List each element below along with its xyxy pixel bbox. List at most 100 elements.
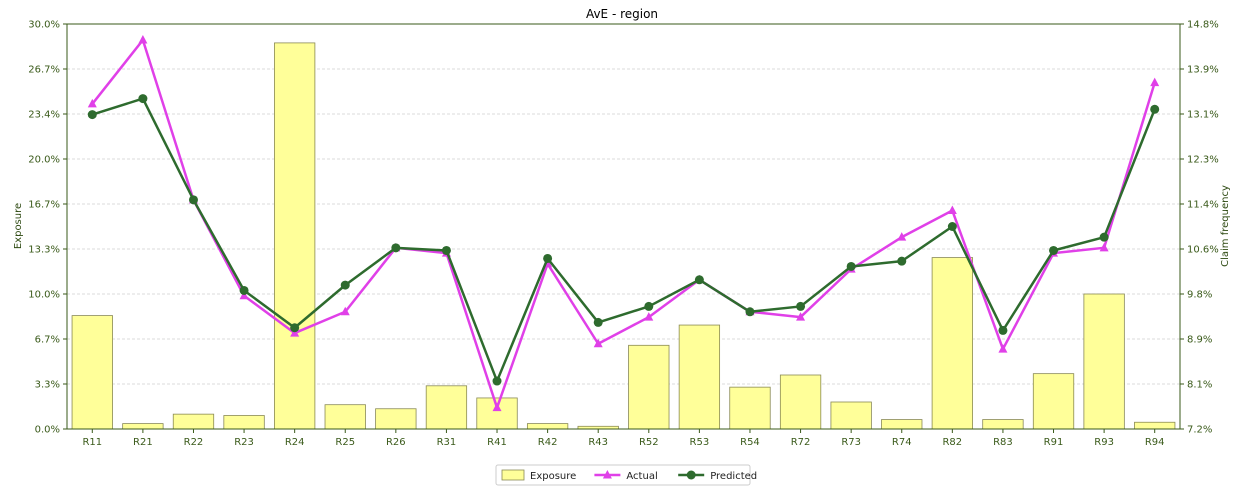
legend: Exposure Actual Predicted <box>495 464 757 486</box>
y2-tick-label: 8.1% <box>1187 380 1212 391</box>
exposure-bar <box>71 315 113 430</box>
predicted-point <box>1099 232 1109 242</box>
exposure-bar <box>526 423 569 430</box>
exposure-bar <box>223 415 265 430</box>
actual-point <box>644 312 654 321</box>
y-tick-label: 0.0% <box>35 425 60 436</box>
predicted-point <box>947 222 957 231</box>
x-tick-label: R25 <box>335 437 355 448</box>
y2-tick-label: 14.8% <box>1187 20 1219 31</box>
x-tick-label: R73 <box>841 437 861 448</box>
exposure-bar <box>779 374 822 430</box>
x-tick-label: R42 <box>538 437 558 448</box>
actual-point <box>138 34 148 44</box>
exposure-bar <box>122 423 164 430</box>
exposure-bars <box>71 42 1176 430</box>
y2-tick-label: 8.9% <box>1187 335 1212 346</box>
x-tick-label: R74 <box>892 437 912 448</box>
predicted-point <box>897 256 907 266</box>
y-tick-label: 6.7% <box>35 335 60 346</box>
legend-label: Exposure <box>530 471 576 482</box>
actual-point <box>1150 77 1160 87</box>
y-tick-label: 16.7% <box>28 200 60 211</box>
x-tick-label: R31 <box>437 437 457 448</box>
exposure-bar <box>881 419 923 430</box>
legend-label: Actual <box>626 471 657 482</box>
y2-axis-label: Claim frequency <box>1220 185 1231 267</box>
exposure-bar <box>172 413 215 430</box>
y2-tick-label: 13.9% <box>1187 65 1219 76</box>
y-tick-label: 26.7% <box>28 65 60 76</box>
actual-point <box>796 312 806 321</box>
y-axis-label: Exposure <box>13 203 24 249</box>
actual-point <box>239 290 249 300</box>
legend-marker-predicted <box>686 470 696 480</box>
predicted-point <box>340 280 350 290</box>
exposure-bar <box>425 385 468 430</box>
predicted-point <box>441 245 451 255</box>
y-tick-label: 30.0% <box>28 20 60 31</box>
predicted-point <box>87 110 97 120</box>
y2-tick-label: 10.6% <box>1187 245 1219 256</box>
actual-point <box>492 402 502 412</box>
predicted-point <box>1049 245 1059 255</box>
predicted-point <box>846 261 856 271</box>
y-tick-label: 23.4% <box>28 110 60 121</box>
x-tick-label: R41 <box>487 437 507 448</box>
x-tick-label: R53 <box>690 437 710 448</box>
plot-frame <box>66 23 1181 430</box>
exposure-bar <box>628 344 670 430</box>
x-tick-label: R43 <box>588 437 608 448</box>
actual-point <box>947 205 957 215</box>
actual-line <box>91 38 1156 409</box>
predicted-point <box>391 243 401 253</box>
exposure-bar <box>1134 421 1176 430</box>
exposure-bar <box>729 386 771 430</box>
predicted-point <box>1150 104 1160 114</box>
y-tick-label: 10.0% <box>28 290 60 301</box>
predicted-point <box>998 325 1008 335</box>
x-tick-label: R26 <box>386 437 406 448</box>
actual-point <box>87 98 97 108</box>
axes: 0.0% 3.3% 6.7% 10.0% 13.3% 16.7% 20.0% 23.4% 26.… <box>28 20 1219 449</box>
x-tick-label: R21 <box>133 437 153 448</box>
exposure-bar <box>830 401 872 430</box>
y2-tick-label: 7.2% <box>1187 425 1212 436</box>
x-tick-label: R24 <box>285 437 305 448</box>
x-tick-label: R91 <box>1044 437 1064 448</box>
predicted-point <box>290 323 300 333</box>
exposure-bar <box>1032 373 1075 430</box>
y-tick-label: 20.0% <box>28 155 60 166</box>
predicted-point <box>796 301 806 311</box>
actual-point <box>340 306 350 316</box>
y2-tick-label: 11.4% <box>1187 200 1219 211</box>
x-tick-label: R82 <box>942 437 962 448</box>
x-tick-label: R23 <box>234 437 254 448</box>
y2-tick-label: 13.1% <box>1187 110 1219 121</box>
x-tick-label: R54 <box>740 437 760 448</box>
y2-tick-label: 9.8% <box>1187 290 1212 301</box>
exposure-bar <box>982 419 1024 430</box>
x-tick-label: R52 <box>639 437 659 448</box>
predicted-point <box>138 94 148 104</box>
grid-lines <box>67 68 1180 385</box>
y-tick-label: 13.3% <box>28 245 60 256</box>
predicted-point <box>745 307 755 317</box>
legend-marker-actual <box>602 470 612 479</box>
predicted-point <box>543 253 553 263</box>
x-tick-label: R22 <box>184 437 204 448</box>
legend-label: Predicted <box>710 471 757 482</box>
predicted-point <box>188 195 198 205</box>
exposure-bar <box>476 397 518 430</box>
legend-box <box>495 464 751 486</box>
actual-point <box>1099 242 1109 252</box>
exposure-bar <box>324 404 366 430</box>
exposure-bar <box>1083 293 1125 430</box>
y2-tick-label: 12.3% <box>1187 155 1219 166</box>
x-tick-label: R94 <box>1145 437 1165 448</box>
actual-point <box>998 344 1008 353</box>
chart-title: AvE - region <box>586 7 658 21</box>
frequency-lines <box>87 34 1160 412</box>
predicted-point <box>492 376 502 386</box>
